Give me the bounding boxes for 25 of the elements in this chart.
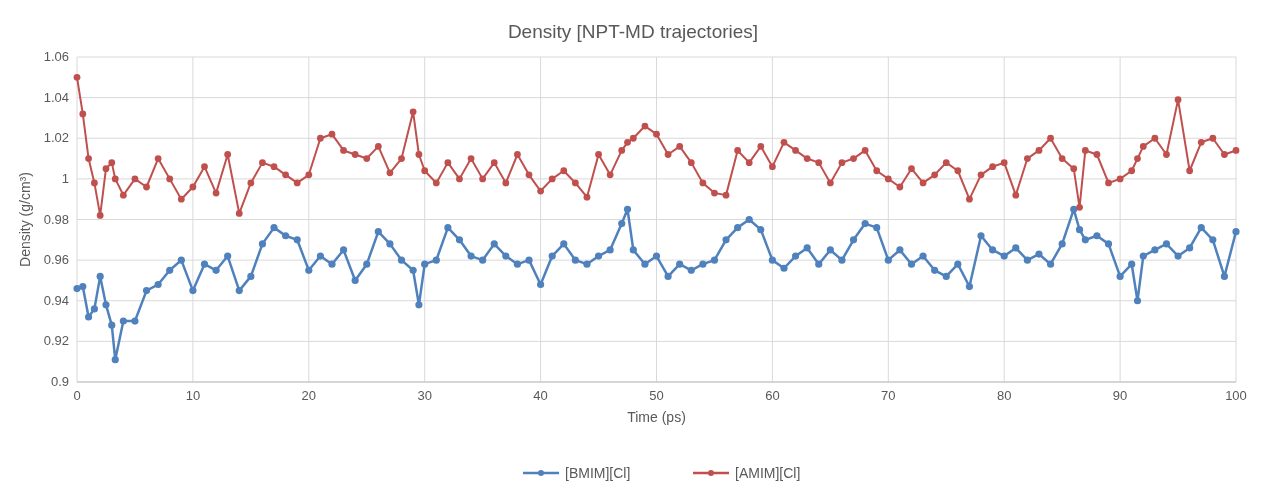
x-axis-title: Time (ps) bbox=[627, 409, 686, 425]
y-tick-label: 0.92 bbox=[43, 333, 69, 349]
y-tick-label: 0.9 bbox=[50, 374, 69, 389]
y-tick-label: 0.94 bbox=[43, 292, 69, 308]
x-tick-label: 90 bbox=[1112, 388, 1128, 403]
x-tick-label: 60 bbox=[765, 388, 780, 403]
legend-label: [AMIM][Cl] bbox=[735, 465, 801, 481]
y-tick-label: 0.98 bbox=[43, 211, 69, 227]
x-tick-label: 70 bbox=[881, 388, 896, 403]
y-tick-label: 1.04 bbox=[43, 89, 69, 105]
x-tick-label: 30 bbox=[417, 388, 432, 403]
x-tick-label: 40 bbox=[533, 388, 548, 403]
y-tick-label: 0.96 bbox=[43, 252, 69, 268]
x-tick-label: 80 bbox=[996, 388, 1012, 403]
y-tick-label: 1 bbox=[61, 170, 69, 186]
legend-label: [BMIM][Cl] bbox=[565, 465, 631, 481]
chart-title: Density [NPT-MD trajectories] bbox=[507, 21, 759, 42]
y-tick-label: 1.06 bbox=[43, 49, 69, 64]
x-tick-label: 20 bbox=[301, 388, 317, 403]
x-tick-label: 100 bbox=[1225, 388, 1247, 403]
x-tick-label: 50 bbox=[649, 388, 664, 403]
x-tick-label: 0 bbox=[73, 388, 81, 403]
x-tick-label: 10 bbox=[185, 388, 201, 403]
y-axis-title: Density (g/cm³) bbox=[17, 172, 33, 267]
y-tick-label: 1.02 bbox=[43, 130, 69, 146]
